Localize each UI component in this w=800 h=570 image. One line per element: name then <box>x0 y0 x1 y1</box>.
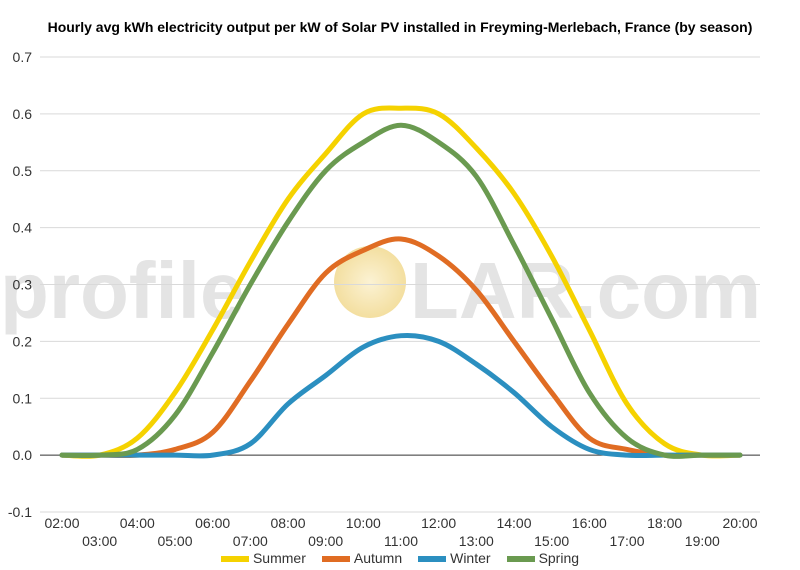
x-tick-label: 20:00 <box>722 515 757 531</box>
series-line-spring <box>59 122 743 459</box>
x-tick-label: 02:00 <box>44 515 79 531</box>
legend-swatch <box>220 556 249 563</box>
y-tick-label: 0.1 <box>13 390 33 406</box>
y-axis-ticks: -0.1 0.0 0.1 0.2 0.3 0.4 0.5 0.6 0.7 <box>8 49 32 520</box>
x-tick-label: 13:00 <box>459 533 494 549</box>
legend-item-autumn[interactable]: Autumn <box>321 550 403 566</box>
legend-swatch <box>506 556 535 563</box>
x-tick-label: 04:00 <box>120 515 155 531</box>
legend-label: Autumn <box>353 550 403 566</box>
legend-item-spring[interactable]: Spring <box>506 550 580 566</box>
legend-item-winter[interactable]: Winter <box>418 550 491 566</box>
x-tick-label: 05:00 <box>157 533 192 549</box>
y-tick-label: 0.7 <box>13 49 33 65</box>
series-line-autumn <box>59 236 743 459</box>
y-tick-label: 0.3 <box>13 277 33 293</box>
x-tick-label: 14:00 <box>496 515 531 531</box>
y-tick-label: 0.6 <box>13 106 33 122</box>
x-tick-label: 11:00 <box>384 533 418 549</box>
y-tick-label: 0.4 <box>13 220 33 236</box>
x-tick-label: 19:00 <box>685 533 720 549</box>
series-line-summer <box>59 105 743 459</box>
legend-swatch <box>321 556 350 563</box>
x-tick-label: 06:00 <box>195 515 230 531</box>
legend-label: Winter <box>450 550 491 566</box>
series-lines <box>59 105 743 459</box>
legend-label: Summer <box>252 550 306 566</box>
y-tick-label: 0.5 <box>13 163 33 179</box>
x-tick-label: 17:00 <box>609 533 644 549</box>
x-tick-label: 12:00 <box>421 515 456 531</box>
x-axis-ticks: 02:0003:0004:0005:0006:0007:0008:0009:00… <box>44 515 757 549</box>
chart-title: Hourly avg kWh electricity output per kW… <box>47 19 753 35</box>
y-tick-label: 0.2 <box>13 333 33 349</box>
x-tick-label: 07:00 <box>233 533 268 549</box>
x-tick-label: 08:00 <box>270 515 305 531</box>
y-tick-label: 0.0 <box>13 447 33 463</box>
y-tick-label: -0.1 <box>8 504 32 520</box>
x-tick-label: 09:00 <box>308 533 343 549</box>
legend-label: Spring <box>538 550 580 566</box>
legend: Summer Autumn Winter Spring <box>0 550 800 566</box>
x-tick-label: 03:00 <box>82 533 117 549</box>
x-tick-label: 10:00 <box>346 515 381 531</box>
series-line-winter <box>59 332 743 459</box>
legend-item-summer[interactable]: Summer <box>220 550 306 566</box>
x-tick-label: 15:00 <box>534 533 569 549</box>
x-tick-label: 16:00 <box>572 515 607 531</box>
x-tick-label: 18:00 <box>647 515 682 531</box>
legend-swatch <box>418 556 447 563</box>
